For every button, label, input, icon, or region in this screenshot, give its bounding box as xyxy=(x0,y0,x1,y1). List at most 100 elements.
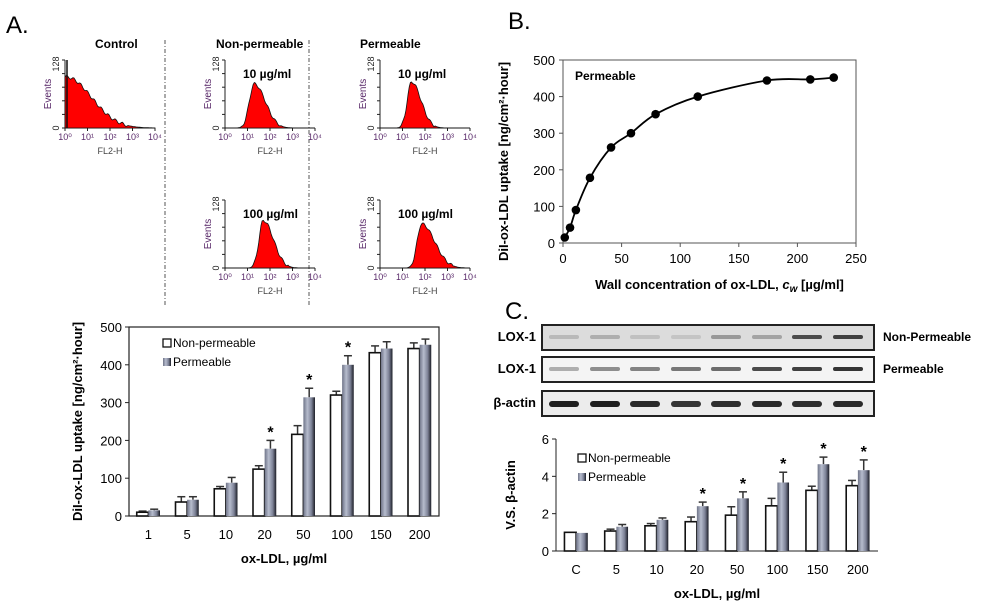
bar-permeable xyxy=(342,364,354,516)
data-point xyxy=(762,76,772,85)
x-tick-label: 200 xyxy=(787,251,809,266)
blot-band xyxy=(832,401,863,407)
bar-non-permeable xyxy=(368,351,382,517)
concentration-label: 10 µg/ml xyxy=(398,67,446,81)
bar-non-permeable xyxy=(329,394,343,517)
histogram-nonperm-100: 0 128 Events 10⁰ 10¹ 10² 10³ 10⁴ FL2-H 100 µg/ml xyxy=(203,196,322,296)
x-tick-label: 50 xyxy=(730,562,744,577)
legend-swatch-non-permeable xyxy=(577,453,587,463)
data-point xyxy=(651,109,660,119)
bar-permeable xyxy=(380,348,393,516)
blot-band xyxy=(711,335,741,339)
x-tick-label: 10³ xyxy=(126,132,139,142)
data-point xyxy=(585,173,595,183)
x-tick-label: 10⁰ xyxy=(58,132,72,142)
histogram-fill xyxy=(225,81,315,129)
y-tick-label: 128 xyxy=(211,196,221,211)
panel-label-a: A. xyxy=(6,12,29,39)
blot-band xyxy=(792,367,822,371)
blot-band xyxy=(549,401,579,407)
y-axis-label: Events xyxy=(203,219,214,250)
x-axis-label: FL2-H xyxy=(257,286,282,296)
column-title-0: Control xyxy=(95,37,138,51)
x-tick-label: 100 xyxy=(767,562,789,577)
blot-condition-label: Non-Permeable xyxy=(883,330,972,344)
legend-swatch-permeable xyxy=(578,473,586,481)
x-tick-label: 10⁴ xyxy=(308,272,322,282)
y-axis-label: DiI-ox-LDL uptake [ng/cm²·hour] xyxy=(70,322,85,521)
blot-band xyxy=(630,401,660,407)
y-axis-label: Events xyxy=(358,79,369,110)
column-title-2: Permeable xyxy=(360,37,421,51)
blot-band xyxy=(751,367,782,371)
x-tick-label: C xyxy=(571,562,580,577)
legend-swatch-non-permeable xyxy=(162,338,172,348)
concentration-label: 10 µg/ml xyxy=(243,67,291,81)
histogram-fill xyxy=(380,81,470,129)
bar-permeable xyxy=(264,448,277,516)
y-tick-label: 0 xyxy=(366,265,376,270)
y-tick-label: 128 xyxy=(366,196,376,211)
concentration-label: 100 µg/ml xyxy=(243,207,298,221)
significance-marker: * xyxy=(820,441,827,458)
bar-non-permeable xyxy=(845,484,859,552)
y-tick-label: 0 xyxy=(211,265,221,270)
x-tick-label: 20 xyxy=(257,527,271,542)
bar-non-permeable xyxy=(603,530,618,552)
x-axis-label: FL2-H xyxy=(412,146,437,156)
x-tick-label: 100 xyxy=(331,527,353,542)
y-tick-label: 300 xyxy=(100,396,122,411)
chart-a-uptake-bar: 0 100 200 300 400 500 1 5 10 20 * 50 * 100 * 150 200 Non-… xyxy=(70,320,440,566)
y-tick-label: 2 xyxy=(542,507,549,522)
y-tick-label: 0 xyxy=(548,236,555,251)
x-tick-label: 10⁰ xyxy=(218,132,232,142)
y-axis-label: V.S. β-actin xyxy=(503,460,518,530)
blot-band xyxy=(630,335,660,339)
x-axis-label: FL2-H xyxy=(257,146,282,156)
bar-non-permeable xyxy=(724,514,738,552)
x-tick-label: 150 xyxy=(728,251,750,266)
x-tick-label: 50 xyxy=(614,251,628,266)
blot-band xyxy=(589,335,620,339)
x-tick-label: 10² xyxy=(263,132,276,142)
blot-band xyxy=(792,401,822,407)
blot-strip xyxy=(541,324,875,351)
blot-band xyxy=(670,401,701,407)
blot-band xyxy=(711,401,741,407)
data-point xyxy=(626,128,636,138)
histogram-control: 0 128 Events 10⁰ 10¹ 10² 10³ 10⁴ FL2-H xyxy=(43,56,162,156)
x-tick-label: 1 xyxy=(145,527,152,542)
bar-permeable xyxy=(696,506,709,551)
x-tick-label: 10² xyxy=(263,272,276,282)
bar-permeable xyxy=(817,464,830,551)
blot-band xyxy=(549,335,579,339)
blot-strip xyxy=(541,390,875,417)
blot-condition-label: Permeable xyxy=(883,362,944,376)
y-tick-label: 128 xyxy=(366,56,376,71)
x-tick-label: 10⁴ xyxy=(148,132,162,142)
bar-permeable xyxy=(737,498,749,551)
histogram-nonperm-10: 0 128 Events 10⁰ 10¹ 10² 10³ 10⁴ FL2-H 10 µg/ml xyxy=(203,56,322,156)
x-axis-label: ox-LDL, µg/ml xyxy=(674,586,760,601)
x-tick-label: 10⁰ xyxy=(218,272,232,282)
y-tick-label: 100 xyxy=(533,199,555,214)
series-line xyxy=(563,76,834,238)
chart-b-wall-concentration-line: 0 100 200 300 400 500 0 50 100 150 200 250 Permeable… xyxy=(496,53,867,295)
bar-permeable xyxy=(303,397,315,516)
legend-label-permeable: Permeable xyxy=(588,470,646,484)
x-tick-label: 10 xyxy=(649,562,663,577)
y-tick-label: 400 xyxy=(533,90,555,105)
blot-band xyxy=(589,401,620,407)
concentration-label: 100 µg/ml xyxy=(398,207,453,221)
x-tick-label: 150 xyxy=(807,562,829,577)
data-point xyxy=(829,73,839,82)
bar-non-permeable xyxy=(764,505,779,552)
bar-non-permeable xyxy=(644,525,658,552)
significance-marker: * xyxy=(267,424,274,441)
x-tick-label: 10⁰ xyxy=(373,272,387,282)
annotation-permeable: Permeable xyxy=(575,69,636,83)
y-tick-label: 128 xyxy=(211,56,221,71)
bar-permeable xyxy=(576,532,588,551)
y-tick-label: 4 xyxy=(542,469,549,484)
histogram-perm-10: 0 128 Events 10⁰ 10¹ 10² 10³ 10⁴ FL2-H 10 µg/ml xyxy=(358,56,477,156)
